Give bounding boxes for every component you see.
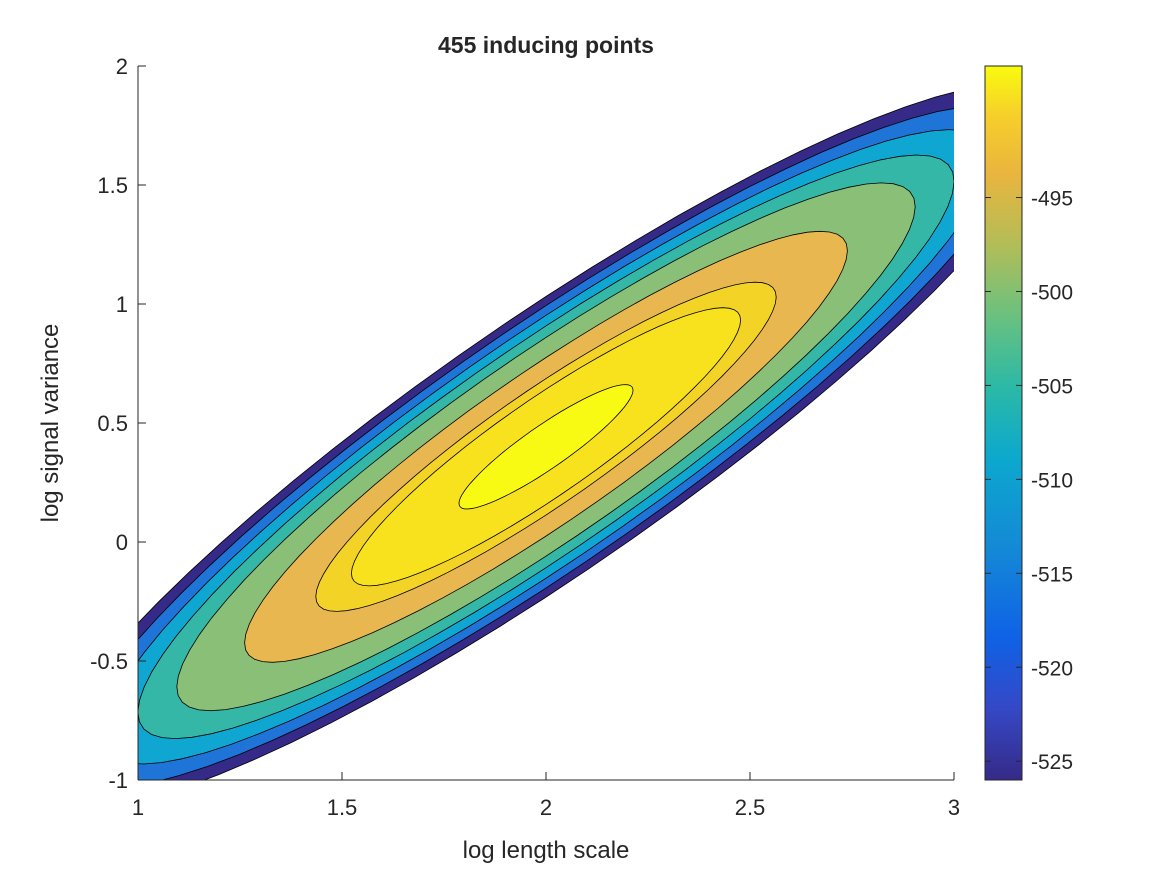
colorbar-tick-label: -500	[1031, 281, 1073, 304]
y-tick-label: 1	[116, 292, 128, 317]
y-axis-ticks: -1 -0.5 0 0.5 1 1.5 2	[90, 54, 146, 793]
contour-bands	[138, 91, 954, 780]
colorbar-tick-label: -525	[1031, 751, 1073, 774]
y-tick-label: -1	[108, 768, 128, 793]
x-tick-label: 3	[948, 795, 960, 820]
colorbar-tick-label: -510	[1031, 469, 1073, 492]
x-tick-label: 1.5	[327, 795, 358, 820]
y-tick-label: 0.5	[97, 411, 128, 436]
contour-band-9	[458, 384, 634, 510]
y-tick-label: 2	[116, 54, 128, 79]
colorbar-tick-label: -505	[1031, 375, 1073, 398]
x-axis-label: log length scale	[463, 837, 630, 864]
y-tick-label: -0.5	[90, 649, 128, 674]
y-axis-label: log signal variance	[37, 324, 64, 523]
x-tick-label: 2	[540, 795, 552, 820]
colorbar-tick-label: -515	[1031, 563, 1073, 586]
colorbar-ticks: -525 -520 -515 -510 -505 -500 -495	[985, 188, 1073, 774]
y-tick-label: 0	[116, 530, 128, 555]
x-tick-label: 1	[132, 795, 144, 820]
colorbar-tick-label: -520	[1031, 657, 1073, 680]
y-tick-label: 1.5	[97, 173, 128, 198]
colorbar-tick-label: -495	[1031, 188, 1073, 211]
colorbar	[984, 65, 1023, 781]
x-tick-label: 2.5	[735, 795, 766, 820]
x-axis-ticks: 1 1.5 2 2.5 3	[132, 772, 960, 820]
chart-title: 455 inducing points	[438, 32, 654, 58]
